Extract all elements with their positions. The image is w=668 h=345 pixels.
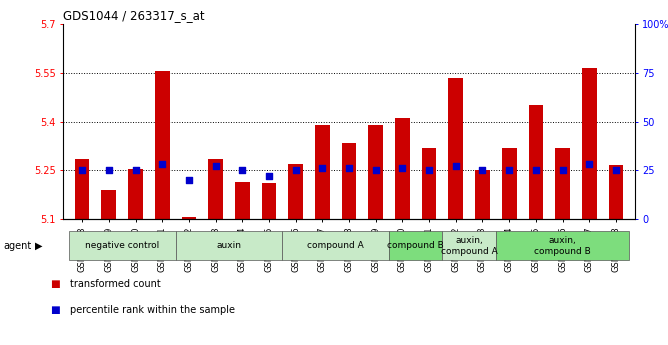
Point [77,168,88,173]
Text: auxin,
compound B: auxin, compound B [534,236,591,256]
Point [184,177,194,183]
Text: ▶: ▶ [35,241,42,250]
Bar [582,68,597,219]
Bar [102,190,116,219]
Bar [155,71,170,219]
Bar [528,105,543,219]
Bar [235,182,250,219]
Text: auxin,
compound A: auxin, compound A [441,236,498,256]
Point [477,168,488,173]
Bar [342,143,356,219]
Bar [262,183,277,219]
Bar [496,231,629,260]
Text: transformed count: transformed count [70,279,161,289]
Point [450,164,461,169]
Text: agent: agent [3,241,31,250]
Bar [442,231,496,260]
Bar [395,118,409,219]
Bar [208,159,223,219]
Text: ■: ■ [50,305,60,315]
Text: compound B: compound B [387,241,444,250]
Text: percentile rank within the sample: percentile rank within the sample [70,305,235,315]
Bar [389,231,442,260]
Text: ■: ■ [50,279,60,289]
Point [237,168,248,173]
Point [397,166,407,171]
Text: compound A: compound A [307,241,364,250]
Bar [283,231,389,260]
Bar [289,164,303,219]
Point [291,168,301,173]
Point [530,168,541,173]
Bar [475,170,490,219]
Bar [368,125,383,219]
Point [317,166,328,171]
Bar [315,125,330,219]
Bar [182,217,196,219]
Point [104,168,114,173]
Point [611,168,621,173]
Bar [609,166,623,219]
Point [370,168,381,173]
Bar [555,148,570,219]
Point [264,174,275,179]
Point [584,162,595,167]
Point [157,162,168,167]
Text: negative control: negative control [85,241,159,250]
Point [557,168,568,173]
Bar [128,169,143,219]
Bar [75,159,90,219]
Bar [422,148,436,219]
Point [504,168,514,173]
Point [424,168,434,173]
Bar [176,231,283,260]
Bar [448,78,463,219]
Point [210,164,221,169]
Text: GDS1044 / 263317_s_at: GDS1044 / 263317_s_at [63,9,205,22]
Bar [502,148,516,219]
Text: auxin: auxin [216,241,241,250]
Point [344,166,355,171]
Point [130,168,141,173]
Bar [69,231,176,260]
